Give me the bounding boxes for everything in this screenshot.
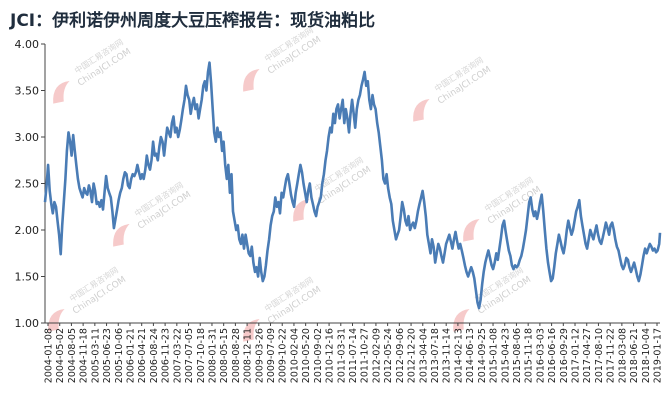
x-tick-label: 2012-12-20 bbox=[407, 328, 418, 383]
x-tick-label: 2004-11-18 bbox=[79, 328, 90, 383]
x-tick-label: 2006-08-24 bbox=[149, 328, 160, 383]
x-tick-label: 2005-10-06 bbox=[114, 328, 125, 383]
x-tick-label: 2005-06-23 bbox=[102, 328, 113, 383]
x-tick-label: 2011-03-31 bbox=[336, 328, 347, 383]
x-tick-label: 2017-01-12 bbox=[571, 328, 582, 383]
x-tick-label: 2015-04-23 bbox=[500, 328, 511, 383]
x-tick-label: 2010-09-02 bbox=[313, 328, 324, 383]
x-tick-label: 2012-05-24 bbox=[383, 328, 394, 383]
watermark-logo-icon bbox=[243, 319, 260, 342]
x-tick-label: 2006-04-21 bbox=[137, 328, 148, 383]
x-tick-label: 2015-08-06 bbox=[512, 328, 523, 383]
watermark-logo-icon bbox=[413, 99, 430, 122]
y-tick-label: 1.50 bbox=[15, 271, 40, 284]
x-tick-label: 2010-05-20 bbox=[301, 328, 312, 383]
x-tick-label: 2004-08-05 bbox=[67, 328, 78, 383]
watermark-logo-icon bbox=[243, 69, 260, 92]
x-tick-label: 2008-01-31 bbox=[207, 328, 218, 383]
x-tick-label: 2007-03-22 bbox=[172, 328, 183, 383]
x-axis: 2004-01-08 2004-05-02 2004-08-05 2004-11-18… bbox=[44, 322, 664, 383]
x-tick-label: 2004-01-08 bbox=[44, 328, 55, 383]
x-tick-label: 2011-10-27 bbox=[360, 328, 371, 383]
x-tick-label: 2010-02-04 bbox=[289, 328, 300, 383]
x-tick-label: 2009-07-09 bbox=[266, 328, 277, 383]
x-tick-label: 2012-09-06 bbox=[395, 328, 406, 383]
series-line-oil-meal-ratio bbox=[43, 61, 662, 310]
chart-title: JCI：伊利诺伊州周度大豆压榨报告：现货油粕比 bbox=[10, 11, 376, 31]
x-tick-label: 2017-08-10 bbox=[594, 328, 605, 383]
y-tick-label: 1.00 bbox=[15, 317, 40, 330]
x-tick-label: 2016-09-29 bbox=[559, 328, 570, 383]
x-tick-label: 2018-03-08 bbox=[617, 328, 628, 383]
x-tick-label: 2013-04-04 bbox=[418, 328, 429, 383]
watermark-logo-icon bbox=[53, 81, 70, 104]
y-tick-label: 2.50 bbox=[15, 178, 40, 191]
x-tick-label: 2014-06-13 bbox=[465, 328, 476, 383]
x-tick-label: 2015-11-18 bbox=[524, 328, 535, 383]
x-tick-label: 2018-06-21 bbox=[629, 328, 640, 383]
x-tick-label: 2005-03-11 bbox=[90, 328, 101, 383]
watermark-logo-icon bbox=[453, 309, 470, 332]
x-tick-label: 2016-03-03 bbox=[535, 328, 546, 383]
x-tick-label: 2011-07-14 bbox=[348, 328, 359, 383]
watermark-logo-icon bbox=[113, 224, 130, 247]
x-tick-label: 2009-03-26 bbox=[254, 328, 265, 383]
x-tick-label: 2008-12-11 bbox=[243, 328, 254, 383]
x-tick-label: 2016-06-16 bbox=[547, 328, 558, 383]
x-tick-label: 2007-07-05 bbox=[184, 328, 195, 383]
x-tick-label: 2015-01-08 bbox=[489, 328, 500, 383]
x-tick-label: 2018-10-04 bbox=[641, 328, 652, 383]
x-tick-label: 2008-08-28 bbox=[231, 328, 242, 383]
x-tick-label: 2017-11-22 bbox=[606, 328, 617, 383]
x-tick-label: 2007-10-18 bbox=[196, 328, 207, 383]
x-tick-label: 2014-02-13 bbox=[453, 328, 464, 383]
y-tick-label: 2.00 bbox=[15, 224, 40, 237]
x-tick-label: 2017-04-27 bbox=[582, 328, 593, 383]
x-tick-label: 2008-05-15 bbox=[219, 328, 230, 383]
y-tick-label: 3.50 bbox=[15, 85, 40, 98]
watermark-logo-icon bbox=[48, 309, 65, 332]
y-tick-label: 3.00 bbox=[15, 131, 40, 144]
x-tick-label: 2012-02-09 bbox=[371, 328, 382, 383]
y-tick-label: 4.00 bbox=[15, 38, 40, 51]
x-tick-label: 2013-11-14 bbox=[442, 328, 453, 383]
x-tick-label: 2009-10-22 bbox=[278, 328, 289, 383]
x-tick-label: 2013-07-18 bbox=[430, 328, 441, 383]
x-tick-label: 2019-01-17 bbox=[653, 328, 664, 383]
x-tick-label: 2014-09-25 bbox=[477, 328, 488, 383]
watermark-logo-icon bbox=[463, 219, 480, 242]
watermark-logo-icon bbox=[293, 199, 310, 222]
x-tick-label: 2004-05-02 bbox=[55, 328, 66, 383]
y-axis: 1.00 1.50 2.00 2.50 3.00 3.50 4.00 bbox=[15, 38, 46, 330]
x-tick-label: 2006-01-21 bbox=[125, 328, 136, 383]
x-tick-label: 2010-12-16 bbox=[325, 328, 336, 383]
x-tick-label: 2006-11-23 bbox=[161, 328, 172, 383]
